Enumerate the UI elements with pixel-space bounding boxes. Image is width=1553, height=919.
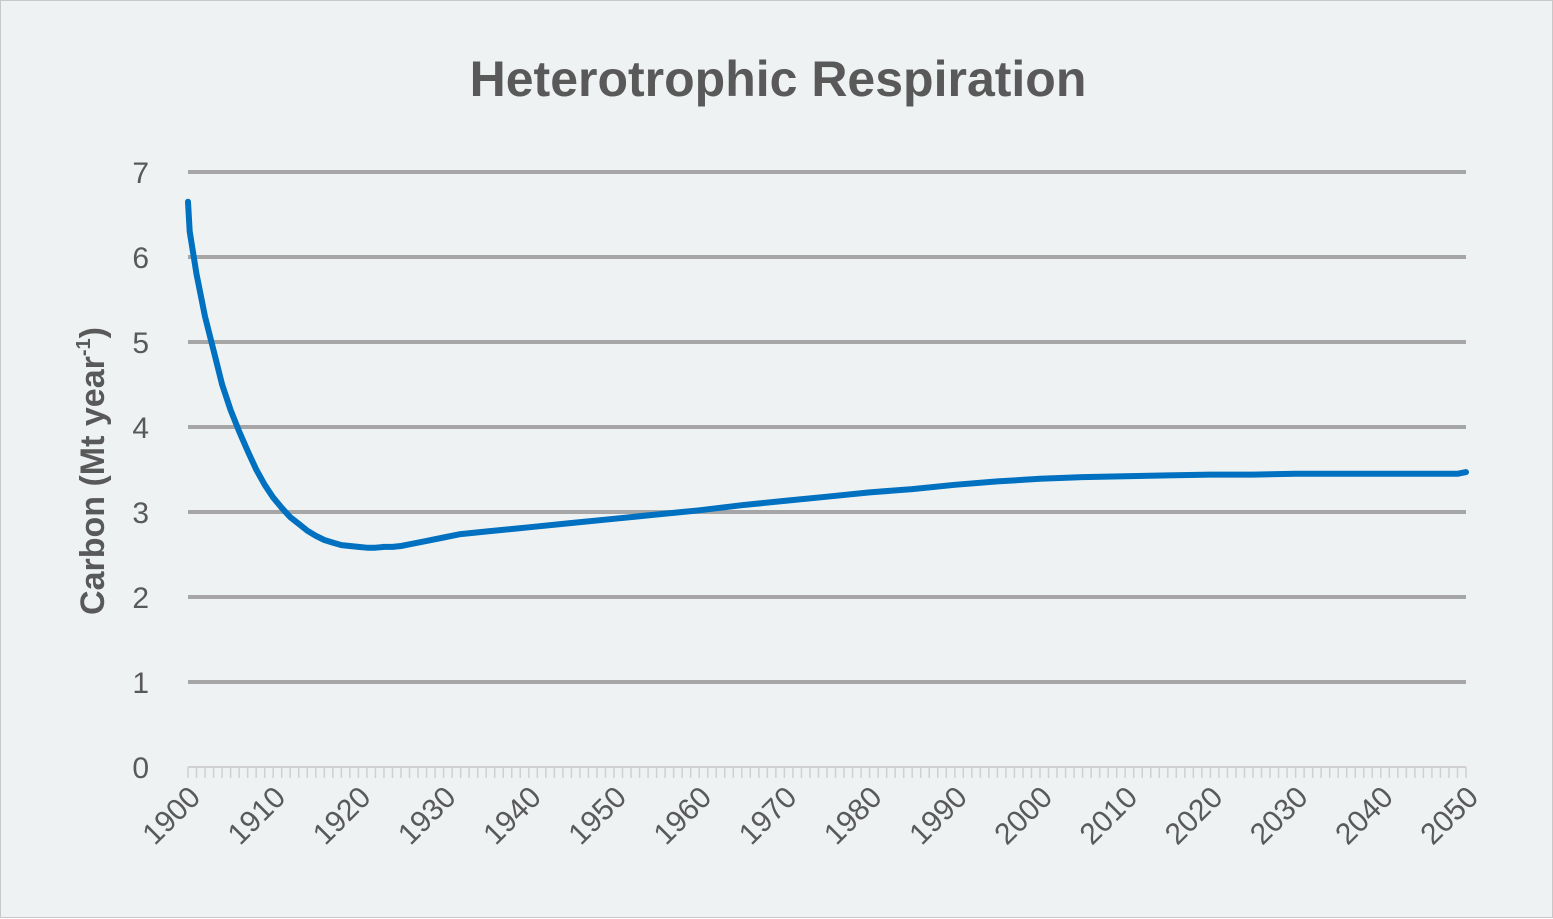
- y-tick-label: 3: [132, 497, 149, 530]
- x-tick-label: 1960: [648, 781, 719, 852]
- x-axis: [187, 766, 1467, 778]
- x-tick-label: 2040: [1329, 781, 1400, 852]
- x-tick-label: 2010: [1074, 781, 1145, 852]
- series-line-0: [185, 198, 1469, 551]
- x-tick-label: 1940: [477, 781, 548, 852]
- x-axis-ticks: 1900 1910 1920 1930 1940 1950 1960 1970 1980 1990…: [136, 781, 1485, 852]
- y-axis-ticks: 0 1 2 3 4 5 6 7: [132, 157, 149, 785]
- y-axis-label-main: Carbon (Mt year: [74, 356, 112, 615]
- y-tick-label: 4: [132, 412, 149, 445]
- series-layer: [185, 198, 1469, 551]
- x-tick-label: 2020: [1159, 781, 1230, 852]
- x-tick-label: 1930: [392, 781, 463, 852]
- gridlines: [188, 170, 1466, 684]
- y-tick-label: 2: [132, 582, 149, 615]
- y-tick-label: 7: [132, 157, 149, 190]
- y-axis-label: Carbon (Mt year-1): [73, 327, 112, 615]
- x-tick-label: 1990: [903, 781, 974, 852]
- x-tick-label: 1920: [307, 781, 378, 852]
- x-tick-label: 1970: [733, 781, 804, 852]
- x-tick-label: 2030: [1244, 781, 1315, 852]
- x-tick-label: 2000: [988, 781, 1059, 852]
- y-axis-label-superscript: -1: [73, 338, 95, 356]
- x-tick-label: 1900: [136, 781, 207, 852]
- x-tick-label: 1950: [562, 781, 633, 852]
- y-tick-label: 0: [132, 752, 149, 785]
- x-tick-label: 1910: [222, 781, 293, 852]
- y-axis-label-close: ): [74, 327, 112, 338]
- x-tick-label: 1980: [818, 781, 889, 852]
- y-tick-label: 1: [132, 667, 149, 700]
- chart-title: Heterotrophic Respiration: [470, 51, 1087, 107]
- y-tick-label: 5: [132, 327, 149, 360]
- x-tick-label: 2050: [1414, 781, 1485, 852]
- y-tick-label: 6: [132, 242, 149, 275]
